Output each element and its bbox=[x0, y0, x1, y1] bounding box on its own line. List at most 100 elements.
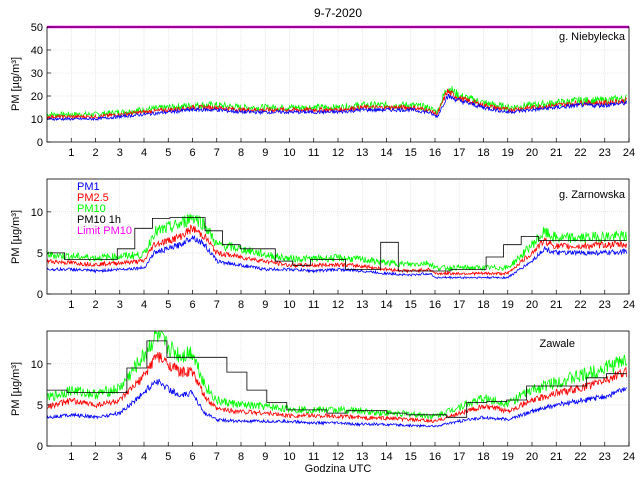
zarnowska-x-tick-label: 2 bbox=[92, 299, 98, 311]
niebylecka-x-tick-label: 16 bbox=[429, 147, 441, 159]
niebylecka-x-tick-label: 2 bbox=[92, 147, 98, 159]
zawale-series-pm1 bbox=[46, 378, 627, 429]
zarnowska-x-tick-label: 9 bbox=[262, 299, 268, 311]
zawale-x-tick-label: 23 bbox=[599, 451, 611, 463]
niebylecka-y-tick-label: 20 bbox=[31, 91, 43, 103]
panel-niebylecka-label: g. Niebylecka bbox=[559, 31, 626, 43]
zawale-x-tick-label: 8 bbox=[238, 451, 244, 463]
zawale-series-pm25 bbox=[46, 352, 627, 424]
zawale-x-tick-label: 17 bbox=[453, 451, 465, 463]
zawale-x-tick-label: 13 bbox=[356, 451, 368, 463]
niebylecka-x-tick-label: 21 bbox=[550, 147, 562, 159]
niebylecka-x-tick-label: 23 bbox=[599, 147, 611, 159]
zarnowska-y-tick-label: 0 bbox=[37, 289, 43, 301]
niebylecka-x-tick-label: 13 bbox=[356, 147, 368, 159]
zawale-x-tick-label: 24 bbox=[623, 451, 635, 463]
zarnowska-x-tick-label: 10 bbox=[283, 299, 295, 311]
chart-title: 9-7-2020 bbox=[314, 6, 362, 20]
zarnowska-x-tick-label: 16 bbox=[429, 299, 441, 311]
zarnowska-x-tick-label: 11 bbox=[308, 299, 319, 311]
zawale-x-tick-label: 15 bbox=[405, 451, 417, 463]
niebylecka-x-tick-label: 8 bbox=[238, 147, 244, 159]
niebylecka-series-pm1 bbox=[46, 93, 627, 122]
niebylecka-x-tick-label: 9 bbox=[262, 147, 268, 159]
zarnowska-x-tick-label: 19 bbox=[502, 299, 514, 311]
zawale-x-tick-label: 19 bbox=[502, 451, 514, 463]
zarnowska-x-tick-label: 21 bbox=[550, 299, 562, 311]
zarnowska-x-tick-label: 17 bbox=[453, 299, 465, 311]
niebylecka-x-tick-label: 14 bbox=[380, 147, 392, 159]
zarnowska-series-pm1 bbox=[46, 235, 627, 280]
zarnowska-x-tick-label: 4 bbox=[141, 299, 147, 311]
zawale-y-tick-label: 5 bbox=[37, 400, 43, 412]
niebylecka-y-tick-label: 30 bbox=[31, 68, 43, 80]
zawale-x-tick-label: 22 bbox=[574, 451, 586, 463]
legend-pm25: PM2.5 bbox=[77, 192, 109, 204]
zarnowska-x-tick-label: 20 bbox=[526, 299, 538, 311]
zarnowska-y-tick-label: 5 bbox=[37, 248, 43, 260]
panel-zarnowska-label: g. Zarnowska bbox=[559, 189, 626, 201]
zarnowska-x-tick-label: 23 bbox=[599, 299, 611, 311]
zawale-x-tick-label: 3 bbox=[117, 451, 123, 463]
panel-zawale: PM [µg/m³] 1 2 3 4 5 6 7 8 9 10 11 12 13 14 15 16 17 18 19… bbox=[10, 330, 635, 463]
zawale-series-pm10-1h bbox=[47, 340, 627, 418]
zarnowska-x-tick-label: 18 bbox=[477, 299, 489, 311]
zawale-y-tick-label: 10 bbox=[31, 359, 43, 371]
legend: PM1 PM2.5 PM10 PM10 1h Limit PM10 bbox=[77, 181, 132, 237]
panel-zawale-ylabel: PM [µg/m³] bbox=[10, 362, 22, 416]
zawale-grid bbox=[47, 331, 630, 446]
zawale-x-tick-label: 18 bbox=[477, 451, 489, 463]
zarnowska-x-tick-label: 8 bbox=[238, 299, 244, 311]
zawale-x-tick-label: 11 bbox=[308, 451, 319, 463]
zawale-x-tick-label: 5 bbox=[165, 451, 171, 463]
zarnowska-x-tick-label: 24 bbox=[623, 299, 635, 311]
zawale-x-tick-label: 2 bbox=[92, 451, 98, 463]
panel-niebylecka-ylabel: PM [µg/m³] bbox=[10, 57, 22, 111]
zawale-x-tick-label: 10 bbox=[283, 451, 295, 463]
zawale-x-tick-label: 16 bbox=[429, 451, 441, 463]
niebylecka-x-tick-label: 18 bbox=[477, 147, 489, 159]
zarnowska-series-pm25 bbox=[46, 224, 627, 277]
x-axis-label: Godzina UTC bbox=[305, 463, 372, 475]
niebylecka-y-tick-label: 50 bbox=[31, 22, 43, 34]
zawale-x-tick-label: 9 bbox=[262, 451, 268, 463]
niebylecka-x-tick-label: 20 bbox=[526, 147, 538, 159]
panel-zarnowska: PM [µg/m³] 1 2 3 4 5 6 7 8 9 10 11 12 13 14 15 16 17 18 19… bbox=[10, 178, 635, 311]
zarnowska-x-tick-label: 22 bbox=[574, 299, 586, 311]
zarnowska-y-tick-label: 10 bbox=[31, 207, 43, 219]
zarnowska-x-tick-label: 6 bbox=[189, 299, 195, 311]
zawale-x-tick-label: 1 bbox=[68, 451, 74, 463]
niebylecka-x-tick-label: 12 bbox=[332, 147, 344, 159]
niebylecka-x-tick-label: 5 bbox=[165, 147, 171, 159]
niebylecka-x-tick-label: 7 bbox=[214, 147, 220, 159]
niebylecka-y-tick-label: 10 bbox=[31, 114, 43, 126]
zawale-series-pm10 bbox=[46, 330, 627, 420]
niebylecka-x-tick-label: 10 bbox=[283, 147, 295, 159]
zarnowska-x-tick-label: 13 bbox=[356, 299, 368, 311]
niebylecka-axes bbox=[46, 26, 630, 143]
niebylecka-grid bbox=[47, 27, 630, 142]
zarnowska-x-tick-label: 1 bbox=[68, 299, 74, 311]
zarnowska-series-pm10 bbox=[46, 213, 627, 272]
niebylecka-y-tick-label: 40 bbox=[31, 45, 43, 57]
zarnowska-x-tick-label: 3 bbox=[117, 299, 123, 311]
zarnowska-x-tick-label: 12 bbox=[332, 299, 344, 311]
panel-niebylecka: PM [µg/m³] 1 2 3 4 5 6 7 8 9 10 11 12 13 14 15 16 17 18 19… bbox=[10, 22, 635, 159]
zawale-x-tick-label: 21 bbox=[550, 451, 562, 463]
niebylecka-x-tick-label: 3 bbox=[117, 147, 123, 159]
zarnowska-x-tick-label: 7 bbox=[214, 299, 220, 311]
zarnowska-x-tick-label: 5 bbox=[165, 299, 171, 311]
zawale-x-tick-label: 14 bbox=[380, 451, 392, 463]
niebylecka-x-tick-label: 11 bbox=[308, 147, 319, 159]
zawale-x-tick-label: 7 bbox=[214, 451, 220, 463]
niebylecka-x-tick-label: 24 bbox=[623, 147, 635, 159]
legend-pm10-1h: PM10 1h bbox=[77, 214, 121, 226]
niebylecka-series-pm25 bbox=[46, 88, 627, 120]
niebylecka-x-tick-label: 4 bbox=[141, 147, 147, 159]
zarnowska-x-tick-label: 14 bbox=[380, 299, 392, 311]
zarnowska-x-tick-label: 15 bbox=[405, 299, 417, 311]
zarnowska-series-pm10-1h bbox=[47, 217, 627, 272]
legend-pm10: PM10 bbox=[77, 203, 106, 215]
niebylecka-x-tick-label: 17 bbox=[453, 147, 465, 159]
